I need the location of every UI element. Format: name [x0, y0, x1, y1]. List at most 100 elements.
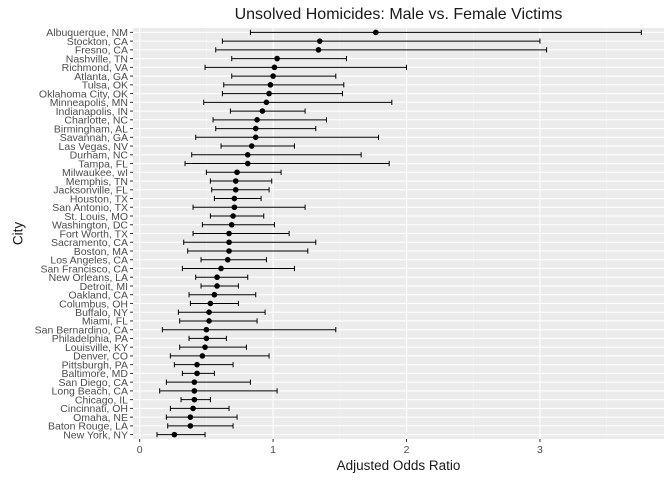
errorbar-fresno-ca [215, 47, 548, 53]
y-tick-label: New Orleans, LA [49, 272, 128, 284]
estimate-point [270, 73, 276, 79]
errorbar-baltimore-md [181, 370, 215, 377]
x-axis-title: Adjusted Odds Ratio [337, 458, 461, 473]
errorbar-milwaukee-wi [205, 169, 282, 176]
estimate-point [214, 283, 220, 289]
estimate-point [373, 29, 379, 36]
errorbar-new-york-ny [156, 431, 206, 438]
estimate-point [226, 230, 232, 237]
y-tick-label: Detroit, MI [80, 281, 128, 293]
errorbar-oklahoma-city-ok [221, 90, 343, 97]
errorbar-san-diego-ca [165, 379, 251, 385]
y-tick-label: Boston, MA [74, 246, 128, 258]
errorbar-fort-worth-tx [192, 230, 290, 237]
y-tick-label: Los Angeles, CA [50, 255, 128, 267]
errorbar-st-louis-mo [209, 213, 265, 219]
y-tick-label: Baltimore, MD [61, 368, 128, 380]
x-tick-label: 0 [137, 444, 143, 456]
errorbar-baton-rouge-la [167, 423, 234, 429]
errorbar-boston-ma [187, 248, 309, 254]
estimate-point [191, 396, 198, 403]
estimate-point [187, 414, 194, 420]
estimate-point [263, 99, 270, 106]
y-tick-label: Nashville, TN [66, 53, 128, 65]
y-tick-label: Buffalo, NY [75, 307, 128, 319]
estimate-point [231, 204, 238, 211]
errorbar-san-francisco-ca [181, 265, 295, 272]
estimate-point [203, 335, 210, 342]
y-axis-ticks [130, 31, 133, 436]
estimate-point [187, 423, 194, 429]
errorbar-miami-fl [179, 318, 258, 324]
y-tick-label: Tulsa, OK [82, 80, 128, 92]
estimate-point [211, 291, 218, 298]
y-tick-label: Cincinnati, OH [60, 403, 128, 415]
estimate-point [171, 431, 178, 438]
errorbar-san-antonio-tx [192, 204, 306, 211]
errorbar-memphis-tn [209, 178, 273, 184]
y-tick-label: Richmond, VA [62, 62, 128, 74]
errorbar-stockton-ca [221, 38, 541, 44]
errorbar-washington-dc [201, 221, 275, 228]
estimate-point [206, 309, 212, 316]
estimate-point [206, 318, 212, 324]
errorbar-pittsburgh-pa [173, 361, 234, 368]
y-tick-label: Minneapolis, MN [50, 97, 128, 109]
errorbar-los-angeles-ca [200, 256, 267, 263]
x-axis: 0 1 2 3 [137, 439, 543, 456]
errorbar-durham-nc [191, 151, 362, 158]
y-axis-title: City [11, 222, 26, 245]
y-tick-label: Denver, CO [73, 351, 128, 363]
y-tick-label: Pittsburgh, PA [62, 359, 128, 371]
y-tick-label: Durham, NC [70, 150, 129, 162]
estimate-point [315, 47, 322, 53]
errorbar-jacksonville-fl [211, 186, 270, 193]
estimate-point [316, 38, 323, 44]
errorbar-chicago-il [180, 396, 211, 403]
y-tick-label: Houston, TX [70, 193, 128, 205]
y-tick-label: Indianapolis, IN [56, 106, 128, 118]
estimate-point [226, 248, 232, 254]
y-tick-label: Jacksonville, FL [53, 185, 128, 197]
estimate-point [191, 388, 198, 394]
errorbar-denver-co [169, 353, 270, 359]
estimate-point [267, 82, 274, 88]
errorbar-oakland-ca [188, 291, 257, 298]
y-tick-label: Philadelphia, PA [52, 333, 128, 345]
errorbar-san-bernardino-ca [161, 326, 337, 333]
estimate-point [224, 256, 231, 263]
y-tick-label: Chicago, IL [75, 394, 128, 406]
errorbar-tampa-fl [184, 160, 390, 167]
y-tick-label: Columbus, OH [59, 298, 128, 310]
errorbar-long-beach-ca [159, 388, 278, 394]
y-tick-label: San Bernardino, CA [35, 324, 128, 336]
estimate-point [194, 361, 200, 368]
estimate-point [274, 55, 280, 62]
estimate-point [207, 300, 214, 307]
estimate-point [254, 117, 260, 123]
estimate-point [199, 353, 206, 359]
gridlines [133, 28, 664, 439]
y-tick-label: Birmingham, AL [54, 123, 128, 135]
estimate-point [271, 64, 278, 71]
estimate-point [252, 125, 259, 132]
y-tick-label: New York, NY [63, 429, 128, 441]
errorbar-las-vegas-nv [220, 143, 295, 149]
y-tick-label: Stockton, CA [67, 36, 128, 48]
estimate-point [218, 265, 224, 272]
y-tick-label: Oklahoma City, OK [39, 88, 128, 100]
errorbar-cincinnati-oh [169, 405, 230, 412]
errorbar-birmingham-al [215, 125, 317, 132]
estimate-point [230, 213, 236, 219]
errorbar-savannah-ga [195, 134, 379, 141]
y-tick-label: Fort Worth, TX [60, 228, 128, 240]
y-tick-label: Miami, FL [82, 316, 128, 328]
y-tick-label: Fresno, CA [75, 45, 128, 57]
estimate-point [244, 151, 251, 158]
estimate-point [244, 160, 251, 167]
y-tick-label: Tampa, FL [78, 158, 128, 170]
estimate-point [234, 169, 240, 176]
errorbar-tulsa-ok [223, 82, 345, 88]
